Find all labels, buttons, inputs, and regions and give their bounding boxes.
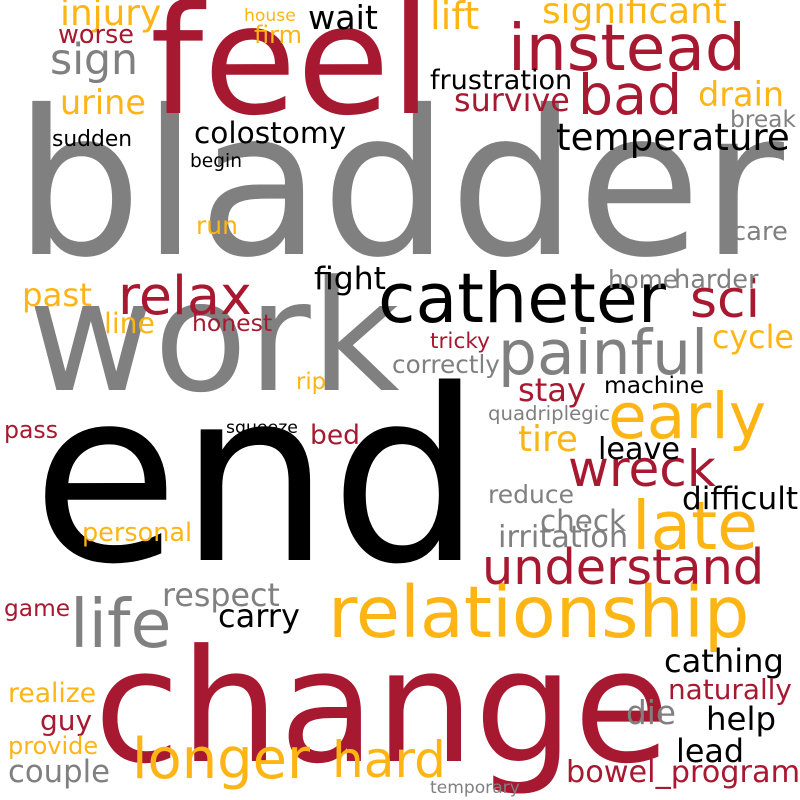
cloud-word-correctly: correctly <box>392 350 500 380</box>
cloud-word-carry: carry <box>218 597 300 636</box>
cloud-word-difficult: difficult <box>682 480 799 517</box>
cloud-word-cathing: cathing <box>664 642 784 681</box>
cloud-word-leave: leave <box>598 432 680 468</box>
cloud-word-sign: sign <box>50 34 139 85</box>
cloud-word-temporary: temporary <box>430 777 520 798</box>
cloud-word-frustration: frustration <box>430 65 573 97</box>
cloud-word-late: late <box>632 486 759 565</box>
cloud-word-life: life <box>70 585 172 664</box>
cloud-word-significant: significant <box>542 0 727 33</box>
cloud-word-feel: feel <box>150 0 433 149</box>
cloud-word-provide: provide <box>8 731 99 760</box>
cloud-word-die: die <box>626 694 676 732</box>
cloud-word-tricky: tricky <box>430 329 490 355</box>
cloud-word-line: line <box>104 306 155 340</box>
cloud-word-drain: drain <box>698 74 785 114</box>
cloud-word-harder: harder <box>674 264 759 295</box>
cloud-word-bed: bed <box>310 420 360 452</box>
cloud-word-stay: stay <box>518 371 586 410</box>
cloud-word-early: early <box>608 380 767 454</box>
cloud-word-reduce: reduce <box>488 480 574 510</box>
cloud-word-honest: honest <box>192 309 273 338</box>
cloud-word-tire: tire <box>518 419 578 461</box>
cloud-word-care: care <box>732 216 788 247</box>
cloud-word-worse: worse <box>58 20 134 50</box>
cloud-word-instead: instead <box>508 10 746 86</box>
cloud-word-bad: bad <box>578 63 683 128</box>
cloud-word-relax: relax <box>118 264 252 328</box>
cloud-word-lead: lead <box>676 732 745 770</box>
cloud-word-irritation: irritation <box>498 520 629 556</box>
cloud-word-bladder: bladder <box>14 67 784 303</box>
cloud-word-past: past <box>22 276 92 315</box>
cloud-word-survive: survive <box>454 81 570 119</box>
cloud-word-squeeze: squeeze <box>226 417 298 438</box>
cloud-word-pass: pass <box>4 416 59 444</box>
cloud-word-wait: wait <box>308 0 378 37</box>
cloud-word-work: work <box>28 247 400 427</box>
cloud-word-begin: begin <box>190 150 242 172</box>
cloud-word-game: game <box>4 595 71 623</box>
cloud-word-home: home <box>608 265 678 295</box>
cloud-word-bowel-program: bowel_program <box>566 755 800 791</box>
cloud-word-change: change <box>94 615 670 798</box>
cloud-word-wreck: wreck <box>568 439 716 499</box>
cloud-word-lift: lift <box>430 0 480 39</box>
cloud-word-temperature: temperature <box>556 114 790 159</box>
cloud-word-sci: sci <box>690 269 760 330</box>
cloud-word-understand: understand <box>482 537 765 596</box>
cloud-word-cycle: cycle <box>712 319 794 356</box>
cloud-word-check: check <box>540 503 627 538</box>
cloud-word-sudden: sudden <box>52 127 133 152</box>
cloud-word-quadriplegic: quadriplegic <box>488 402 610 426</box>
cloud-word-hard: hard <box>332 730 446 790</box>
cloud-word-firm: firm <box>254 20 302 49</box>
cloud-word-house: house <box>244 5 296 26</box>
cloud-word-break: break <box>730 106 796 134</box>
cloud-word-catheter: catheter <box>378 259 666 339</box>
cloud-word-couple: couple <box>8 755 110 791</box>
cloud-word-rip: rip <box>296 368 327 395</box>
cloud-word-end: end <box>32 338 483 617</box>
cloud-word-fight: fight <box>314 260 386 297</box>
cloud-word-painful: painful <box>498 318 709 390</box>
cloud-word-guy: guy <box>40 703 93 737</box>
cloud-word-relationship: relationship <box>328 569 750 654</box>
cloud-word-longer: longer <box>132 727 310 793</box>
cloud-word-machine: machine <box>604 372 705 400</box>
cloud-word-colostomy: colostomy <box>194 115 347 150</box>
cloud-word-injury: injury <box>60 0 162 35</box>
cloud-word-help: help <box>706 700 777 739</box>
cloud-word-naturally: naturally <box>668 672 792 706</box>
cloud-word-personal: personal <box>82 518 193 548</box>
cloud-word-run: run <box>196 211 238 241</box>
cloud-word-realize: realize <box>8 678 97 710</box>
cloud-word-urine: urine <box>60 82 146 122</box>
cloud-word-respect: respect <box>162 577 280 614</box>
